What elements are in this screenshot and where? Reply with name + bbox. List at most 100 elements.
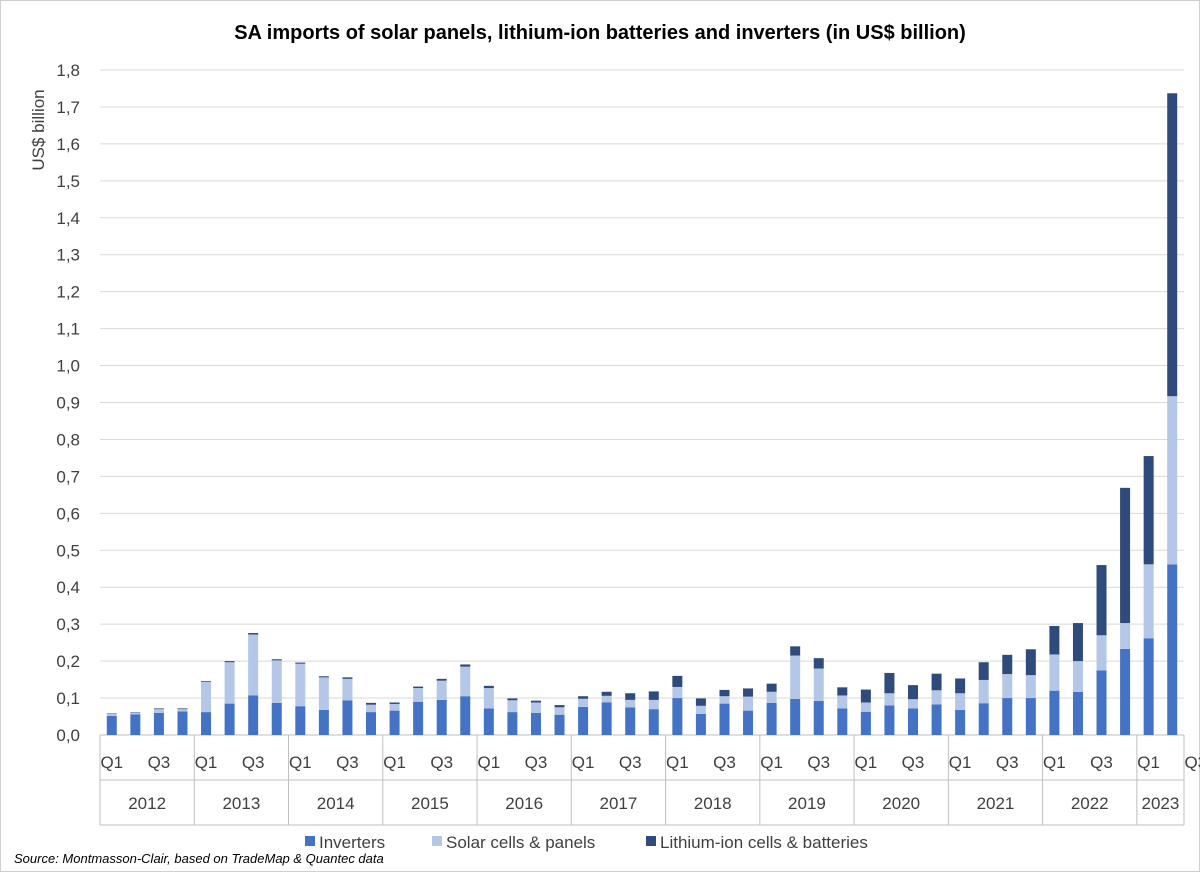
bar-segment-2 bbox=[177, 708, 188, 710]
year-label: 2016 bbox=[505, 794, 543, 813]
bar-segment-1 bbox=[153, 709, 164, 713]
bar-segment-2 bbox=[908, 685, 918, 700]
bar-segment-1 bbox=[695, 705, 706, 714]
quarter-label: Q1 bbox=[572, 753, 595, 772]
bar-segment-0 bbox=[625, 707, 636, 735]
year-label: 2022 bbox=[1071, 794, 1109, 813]
bar-segment-1 bbox=[1096, 635, 1107, 671]
bar-segment-0 bbox=[955, 709, 966, 735]
legend-swatch bbox=[305, 836, 315, 846]
y-tick-label: 1,7 bbox=[56, 98, 80, 117]
year-label: 2019 bbox=[788, 794, 826, 813]
bar-segment-1 bbox=[271, 660, 282, 703]
bar-segment-2 bbox=[1049, 626, 1060, 655]
bar-segment-0 bbox=[884, 705, 895, 735]
bar-segment-2 bbox=[743, 688, 754, 697]
bar-segment-2 bbox=[295, 662, 306, 664]
quarter-label: Q1 bbox=[383, 753, 406, 772]
quarter-label: Q1 bbox=[289, 753, 312, 772]
bar-segment-0 bbox=[648, 709, 659, 735]
bar-segment-1 bbox=[790, 655, 801, 699]
quarter-label: Q3 bbox=[242, 753, 265, 772]
bar-segment-2 bbox=[955, 678, 966, 694]
bar-segment-1 bbox=[530, 702, 541, 713]
year-label: 2014 bbox=[317, 794, 355, 813]
bar-segment-1 bbox=[625, 699, 636, 708]
y-axis-ticks: 0,0 0,1 0,2 0,3 0,4 0,5 0,6 0,7 0,8 0,9 1,0 1,1 1,2 1… bbox=[56, 61, 80, 745]
bar-segment-0 bbox=[1072, 691, 1083, 735]
bar-segment-2 bbox=[342, 677, 353, 679]
bar-segment-0 bbox=[460, 696, 471, 735]
x-axis: Q1 Q3 Q1 Q3 Q1 Q3 Q1 Q3 Q1 Q3 Q1 Q3 Q1 Q3 Q1 Q3 Q1 Q3 Q1 Q3… bbox=[99, 735, 1200, 826]
y-tick-label: 0,1 bbox=[56, 689, 80, 708]
y-tick-label: 1,2 bbox=[56, 283, 80, 302]
bar-segment-1 bbox=[578, 698, 589, 707]
bar-segment-1 bbox=[884, 693, 895, 706]
bar-segment-0 bbox=[931, 704, 942, 735]
bar-segment-2 bbox=[931, 673, 942, 691]
bar-segment-0 bbox=[554, 714, 565, 735]
bar-segment-2 bbox=[978, 662, 989, 680]
bar-segment-2 bbox=[554, 705, 565, 708]
bar-segment-2 bbox=[766, 683, 777, 692]
quarter-label: Q1 bbox=[949, 753, 972, 772]
bar-segment-0 bbox=[389, 710, 400, 735]
bar-segment-2 bbox=[695, 698, 706, 706]
gridlines bbox=[100, 69, 1184, 736]
bar-segment-1 bbox=[978, 679, 989, 704]
bar-segment-2 bbox=[1072, 623, 1083, 662]
bar-segment-2 bbox=[153, 708, 164, 710]
bar-segment-0 bbox=[1143, 638, 1154, 735]
quarter-label: Q3 bbox=[1184, 753, 1200, 772]
quarter-label: Q3 bbox=[148, 753, 171, 772]
bar-segment-1 bbox=[342, 678, 353, 701]
bar-segment-1 bbox=[601, 695, 612, 703]
bar-segment-2 bbox=[436, 678, 447, 681]
bar-segment-1 bbox=[483, 688, 494, 709]
bar-segment-1 bbox=[1002, 674, 1013, 699]
bar-segment-0 bbox=[790, 698, 801, 735]
bar-segment-0 bbox=[224, 703, 235, 735]
bar-segment-0 bbox=[177, 711, 188, 735]
y-tick-label: 1,6 bbox=[56, 135, 80, 154]
year-label: 2017 bbox=[600, 794, 638, 813]
quarter-label: Q3 bbox=[807, 753, 830, 772]
bar-segment-1 bbox=[554, 707, 565, 715]
bar-segment-2 bbox=[318, 676, 329, 678]
bar-segment-2 bbox=[601, 691, 612, 696]
bar-segment-0 bbox=[130, 714, 141, 735]
bar-segment-0 bbox=[483, 708, 494, 735]
bar-segment-0 bbox=[601, 702, 612, 735]
bar-segment-0 bbox=[342, 700, 353, 735]
quarter-label: Q3 bbox=[902, 753, 925, 772]
quarter-label: Q3 bbox=[430, 753, 453, 772]
bar-segment-1 bbox=[743, 696, 754, 711]
legend-swatch bbox=[432, 836, 442, 846]
bar-segment-0 bbox=[436, 699, 447, 735]
bar-segment-1 bbox=[672, 686, 683, 699]
quarter-label: Q1 bbox=[1137, 753, 1160, 772]
y-tick-label: 1,0 bbox=[56, 357, 80, 376]
bar-segment-0 bbox=[672, 698, 683, 735]
bar-segment-0 bbox=[201, 712, 212, 735]
bar-segment-2 bbox=[389, 702, 400, 704]
bars bbox=[106, 93, 1178, 735]
year-label: 2021 bbox=[977, 794, 1015, 813]
bar-segment-1 bbox=[248, 634, 259, 696]
quarter-label: Q3 bbox=[525, 753, 548, 772]
bar-segment-2 bbox=[837, 687, 848, 696]
legend-label: Lithium-ion cells & batteries bbox=[660, 833, 868, 852]
legend: Inverters Solar cells & panels Lithium-ion… bbox=[305, 833, 868, 852]
bar-segment-1 bbox=[366, 704, 376, 713]
bar-segment-1 bbox=[413, 688, 424, 702]
quarter-label: Q3 bbox=[336, 753, 359, 772]
legend-label: Inverters bbox=[319, 833, 385, 852]
bar-segment-0 bbox=[295, 706, 306, 735]
quarter-label: Q1 bbox=[477, 753, 500, 772]
year-label: 2023 bbox=[1142, 794, 1180, 813]
bar-segment-0 bbox=[248, 695, 259, 735]
bar-segment-1 bbox=[719, 696, 730, 704]
bar-segment-2 bbox=[790, 646, 801, 656]
y-tick-label: 1,8 bbox=[56, 61, 80, 80]
quarter-label: Q3 bbox=[996, 753, 1019, 772]
